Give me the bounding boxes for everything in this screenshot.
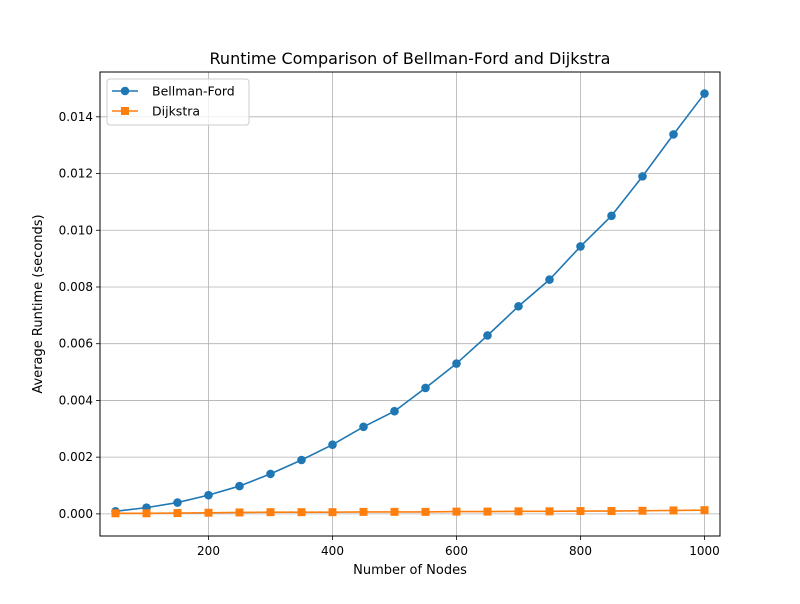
- bellman-ford-point: [421, 383, 430, 393]
- series-bellman-ford: [111, 89, 709, 516]
- dijkstra-point: [359, 507, 368, 516]
- y-tick-label: 0.014: [59, 110, 93, 124]
- y-tick-label: 0.002: [59, 450, 93, 464]
- dijkstra-point: [390, 507, 399, 516]
- dijkstra-point: [452, 507, 461, 516]
- x-axis-label: Number of Nodes: [353, 563, 467, 578]
- bellman-ford-point: [514, 301, 523, 311]
- legend-entry-dijkstra: Dijkstra: [112, 104, 200, 119]
- legend: Bellman-Ford Dijkstra: [106, 78, 250, 126]
- series-layer: [111, 89, 709, 518]
- legend-entries: Bellman-Ford Dijkstra: [112, 84, 235, 119]
- dijkstra-point: [297, 508, 306, 517]
- legend-label-bellman-ford: Bellman-Ford: [152, 84, 235, 99]
- dijkstra-point: [638, 506, 647, 515]
- bellman-ford-point: [576, 242, 585, 251]
- legend-label-dijkstra: Dijkstra: [152, 104, 200, 119]
- tick-layer: 200 400 600 800 1000 0.000 0.002 0.004 0.006 0.00…: [59, 110, 720, 558]
- bellman-ford-point: [359, 422, 368, 432]
- bellman-ford-point: [328, 440, 337, 449]
- legend-marker-bellman-ford: [120, 86, 130, 96]
- bellman-ford-line: [115, 93, 706, 513]
- dijkstra-point: [204, 508, 213, 517]
- dijkstra-point: [421, 507, 430, 516]
- bellman-ford-point: [638, 172, 647, 181]
- dijkstra-point: [483, 507, 492, 516]
- bellman-ford-point: [700, 89, 709, 98]
- bellman-ford-point: [483, 331, 492, 340]
- y-tick-label: 0.012: [59, 167, 93, 181]
- bellman-ford-point: [545, 275, 554, 284]
- x-tick-label: 600: [445, 544, 468, 558]
- y-tick-label: 0.008: [59, 280, 93, 294]
- x-tick-label: 200: [197, 544, 220, 558]
- bellman-ford-point: [235, 481, 244, 491]
- y-tick-label: 0.006: [59, 337, 93, 351]
- dijkstra-point: [328, 508, 337, 517]
- y-tick-label: 0.010: [59, 223, 93, 237]
- y-tick-label: 0.000: [59, 507, 93, 521]
- bellman-ford-point: [173, 498, 182, 507]
- dijkstra-point: [607, 507, 616, 516]
- dijkstra-point: [173, 509, 182, 518]
- x-tick-label: 800: [569, 544, 592, 558]
- dijkstra-point: [700, 506, 709, 515]
- dijkstra-point: [669, 506, 678, 515]
- axes-frame: [99, 71, 721, 537]
- dijkstra-point: [514, 507, 523, 516]
- dijkstra-point: [111, 509, 120, 518]
- legend-box: [106, 78, 250, 126]
- bellman-ford-point: [297, 455, 306, 465]
- y-tick-label: 0.004: [59, 393, 93, 407]
- bellman-ford-point: [669, 130, 678, 139]
- dijkstra-point: [576, 507, 585, 516]
- grid-layer: [100, 72, 720, 536]
- dijkstra-line: [115, 509, 705, 515]
- dijkstra-point: [545, 507, 554, 516]
- bellman-ford-point: [607, 211, 616, 221]
- bellman-ford-point: [266, 469, 275, 479]
- chart-title: Runtime Comparison of Bellman-Ford and D…: [210, 49, 611, 68]
- y-axis-label: Average Runtime (seconds): [31, 214, 46, 393]
- x-tick-label: 400: [321, 544, 344, 558]
- dijkstra-point: [266, 508, 275, 517]
- legend-entry-bellman-ford: Bellman-Ford: [112, 84, 235, 99]
- legend-marker-dijkstra: [121, 107, 129, 115]
- x-tick-label: 1000: [689, 544, 720, 558]
- dijkstra-point: [142, 509, 151, 518]
- bellman-ford-point: [390, 406, 399, 416]
- dijkstra-point: [235, 508, 244, 517]
- bellman-ford-point: [204, 490, 213, 500]
- series-dijkstra: [111, 506, 709, 518]
- bellman-ford-point: [452, 359, 461, 368]
